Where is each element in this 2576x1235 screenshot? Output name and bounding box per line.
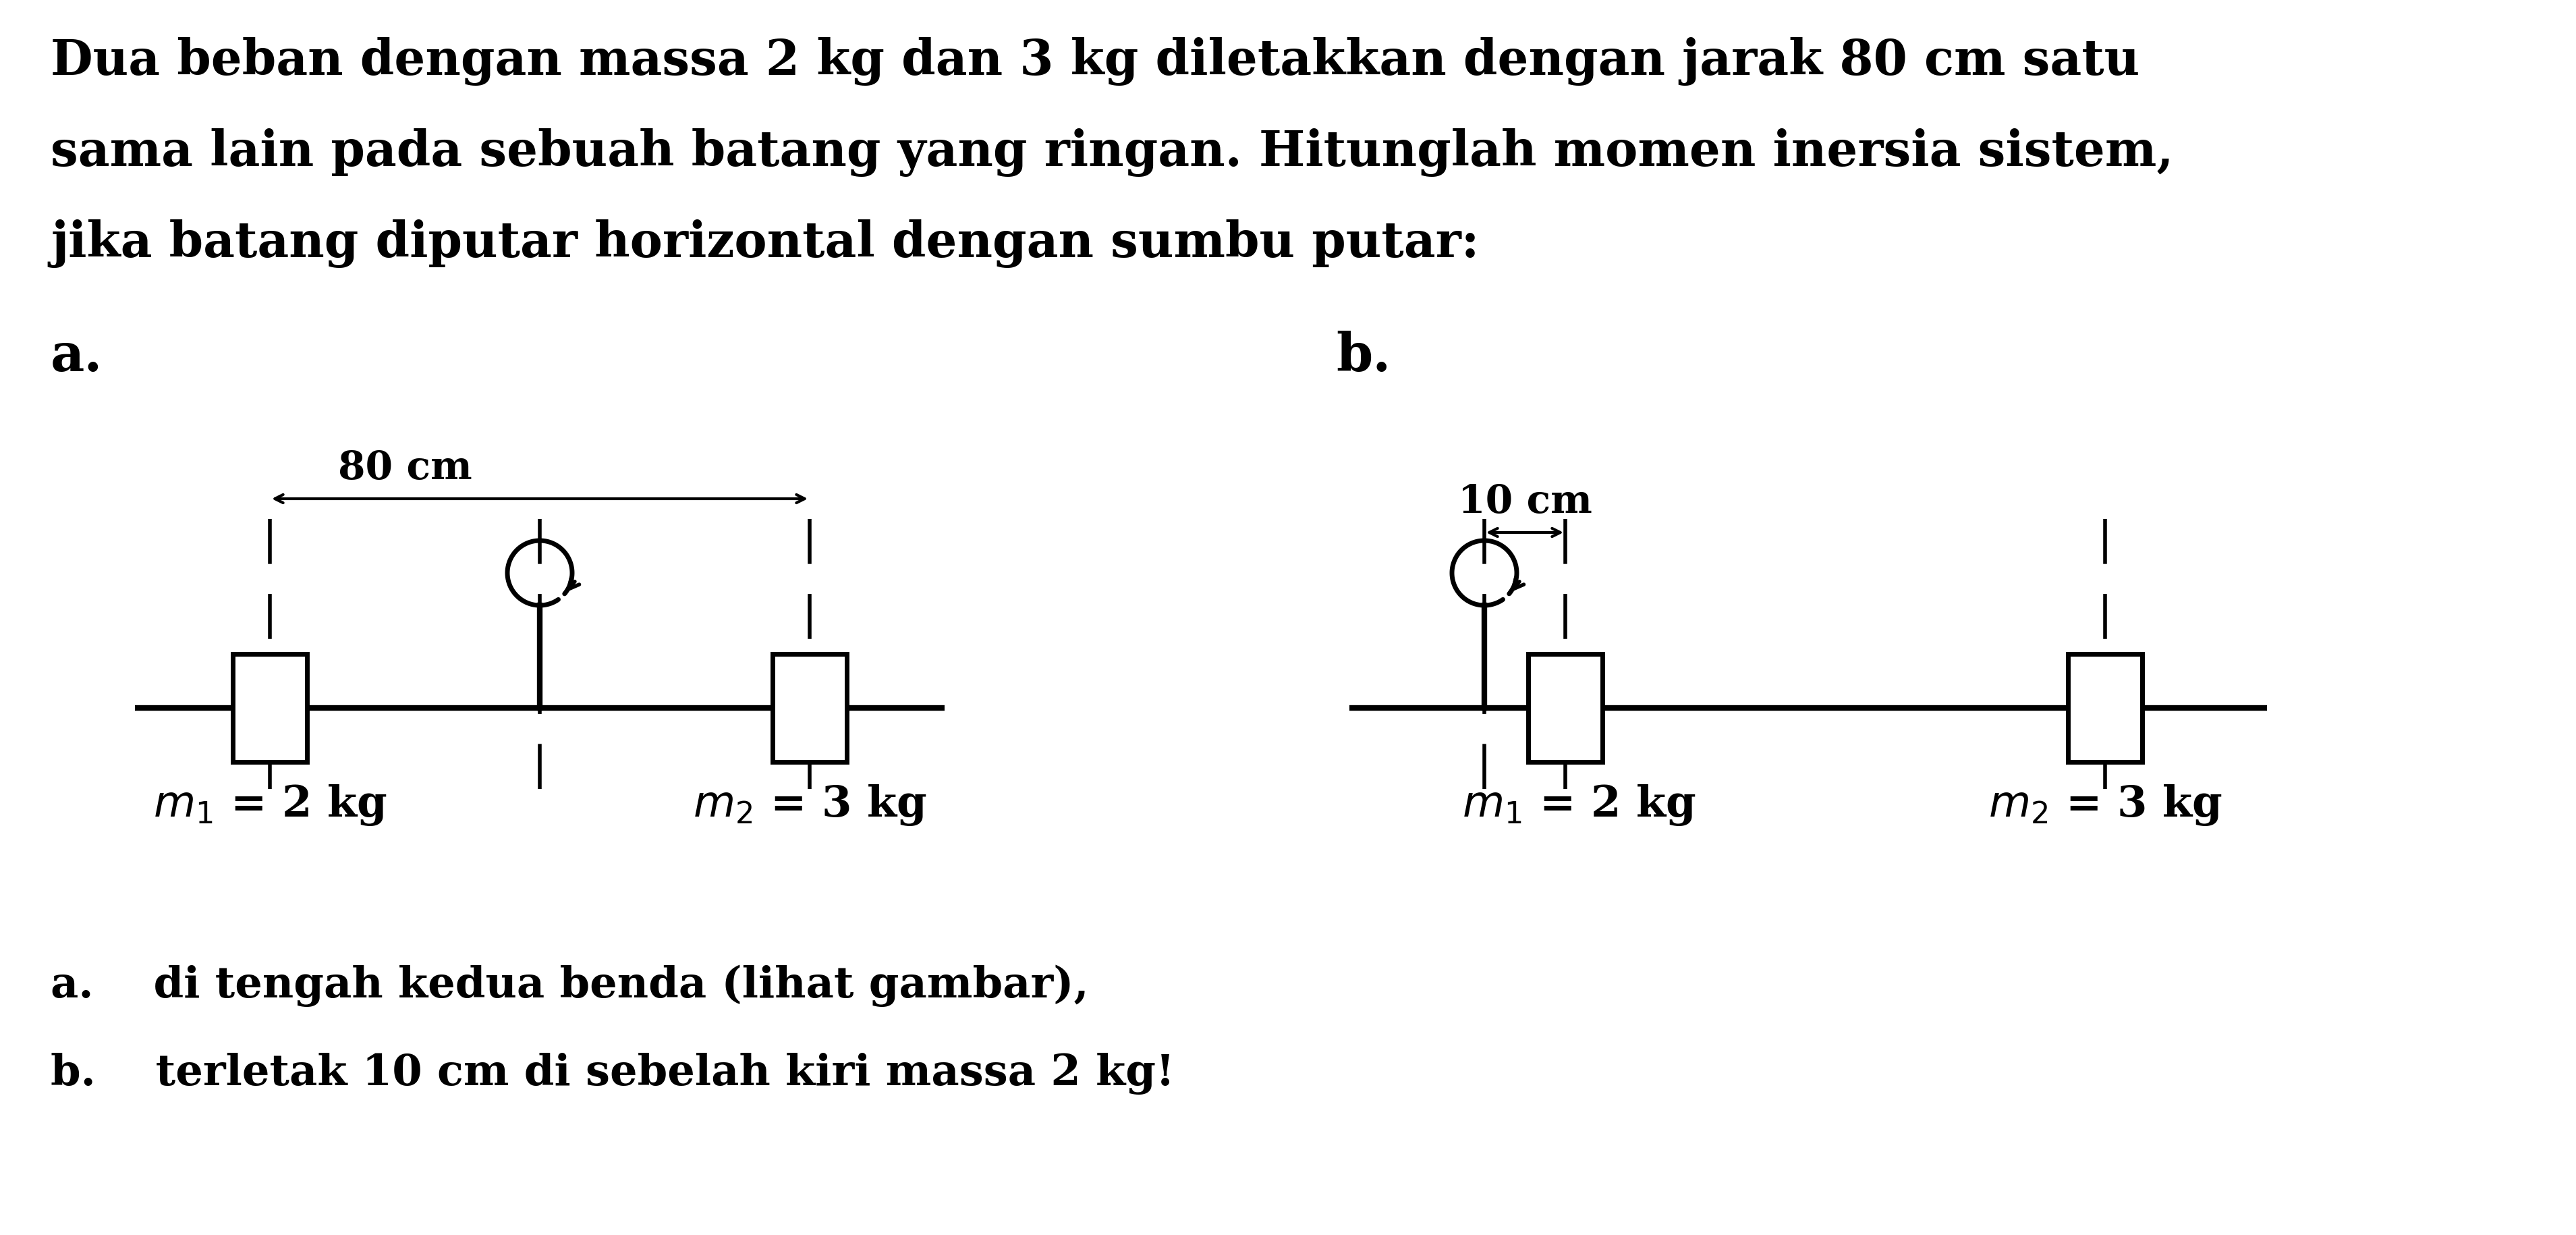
Text: $m_1$ = 2 kg: $m_1$ = 2 kg xyxy=(152,783,386,827)
Text: sama lain pada sebuah batang yang ringan. Hitunglah momen inersia sistem,: sama lain pada sebuah batang yang ringan… xyxy=(52,128,2174,177)
Text: a.    di tengah kedua benda (lihat gambar),: a. di tengah kedua benda (lihat gambar), xyxy=(52,965,1090,1007)
Text: $m_1$ = 2 kg: $m_1$ = 2 kg xyxy=(1461,783,1695,827)
Bar xyxy=(1528,655,1602,762)
Text: jika batang diputar horizontal dengan sumbu putar:: jika batang diputar horizontal dengan su… xyxy=(52,219,1479,268)
Text: Dua beban dengan massa 2 kg dan 3 kg diletakkan dengan jarak 80 cm satu: Dua beban dengan massa 2 kg dan 3 kg dil… xyxy=(52,37,2141,85)
Text: $m_2$ = 3 kg: $m_2$ = 3 kg xyxy=(1989,783,2223,827)
Text: b.: b. xyxy=(1337,331,1391,382)
Text: $m_2$ = 3 kg: $m_2$ = 3 kg xyxy=(693,783,927,827)
Text: 80 cm: 80 cm xyxy=(337,450,471,487)
Text: b.    terletak 10 cm di sebelah kiri massa 2 kg!: b. terletak 10 cm di sebelah kiri massa … xyxy=(52,1052,1175,1094)
Text: a.: a. xyxy=(52,331,103,382)
Bar xyxy=(232,655,307,762)
Bar xyxy=(2069,655,2143,762)
Bar xyxy=(773,655,848,762)
Text: 10 cm: 10 cm xyxy=(1458,483,1592,521)
